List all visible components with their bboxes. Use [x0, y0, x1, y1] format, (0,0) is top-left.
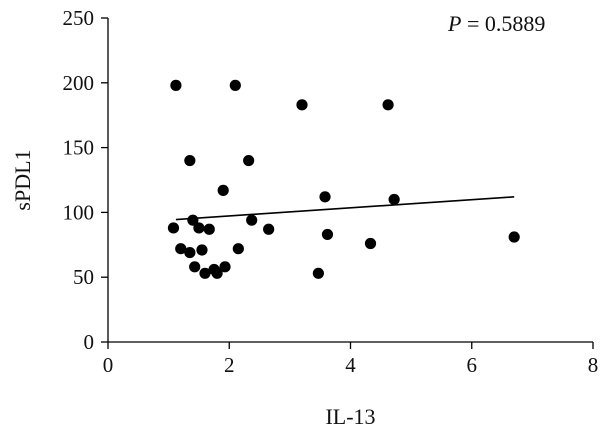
data-point — [263, 223, 275, 235]
trendline-group — [175, 196, 515, 221]
data-point — [243, 154, 255, 167]
data-point — [193, 222, 205, 234]
y-tick-label: 100 — [63, 200, 95, 224]
x-ticks: 0 2 4 6 8 — [103, 342, 599, 377]
axes — [107, 18, 593, 343]
y-axis-title: sPDL1 — [10, 149, 35, 210]
x-tick-label: 6 — [467, 353, 478, 377]
y-ticks: 0 50 100 150 200 250 — [63, 6, 108, 354]
data-point — [203, 223, 215, 235]
data-point — [187, 214, 199, 226]
y-tick-label: 250 — [63, 6, 95, 30]
p-value-annotation: P = 0.5889 — [447, 11, 545, 36]
x-tick-label: 8 — [588, 353, 599, 377]
data-point — [219, 261, 231, 273]
data-point — [167, 222, 180, 234]
data-point — [246, 214, 258, 226]
x-tick-label: 0 — [103, 353, 114, 377]
data-point — [312, 267, 324, 279]
data-point — [184, 154, 196, 167]
x-tick-label: 4 — [345, 353, 356, 377]
data-point — [382, 99, 394, 111]
x-axis-title: IL-13 — [325, 404, 375, 429]
data-point — [217, 184, 229, 196]
data-point — [175, 243, 187, 255]
p-value-text: = 0.5889 — [461, 11, 545, 36]
trendline — [175, 196, 515, 221]
y-tick-label: 150 — [63, 136, 95, 160]
data-point — [364, 237, 377, 250]
y-tick-label: 200 — [63, 71, 95, 95]
data-point — [184, 246, 196, 259]
data-point — [321, 228, 334, 241]
data-point — [189, 261, 201, 273]
x-tick-label: 2 — [224, 353, 235, 377]
y-tick-label: 50 — [73, 265, 94, 289]
data-point — [388, 193, 400, 206]
p-value-label: P — [447, 11, 461, 36]
data-point — [211, 267, 223, 279]
y-tick-label: 0 — [84, 330, 95, 354]
data-point — [196, 244, 208, 256]
data-point — [229, 79, 241, 91]
data-point — [170, 79, 182, 91]
data-point — [508, 231, 520, 243]
data-point — [199, 267, 211, 279]
data-point — [296, 99, 308, 111]
data-points — [167, 79, 520, 279]
data-point — [232, 243, 244, 255]
data-point — [319, 191, 331, 203]
